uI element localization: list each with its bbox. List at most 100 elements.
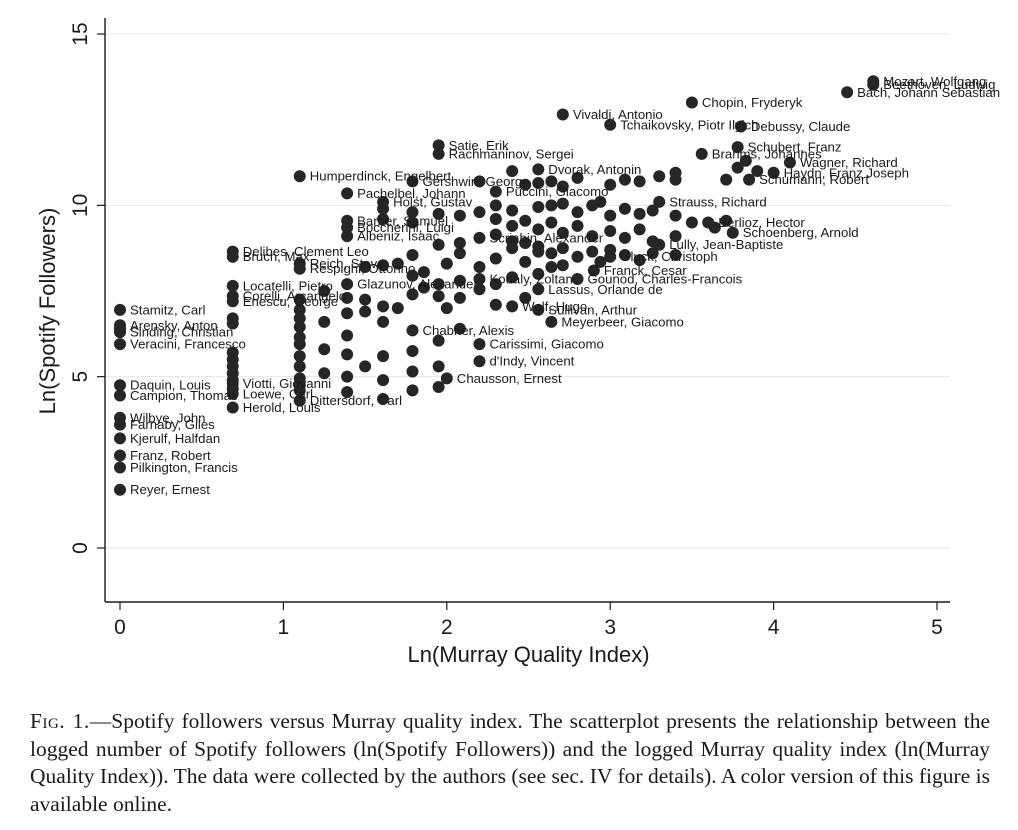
point-label: Rachmaninov, Sergei — [449, 146, 574, 161]
point-label: Lassus, Orlande de — [548, 282, 662, 297]
data-point — [489, 298, 502, 311]
data-point — [440, 302, 453, 315]
y-axis-title: Ln(Spotify Followers) — [35, 208, 60, 415]
data-point — [653, 170, 666, 183]
data-point — [489, 185, 502, 198]
data-point — [432, 360, 445, 373]
data-point — [489, 252, 502, 265]
data-point — [594, 255, 607, 268]
data-point — [556, 108, 569, 121]
point-label: Reyer, Ernest — [130, 482, 210, 497]
data-point — [532, 283, 545, 296]
data-point — [556, 180, 569, 193]
data-point — [545, 247, 558, 260]
data-point — [226, 317, 239, 330]
point-label: Arensky, Anton — [130, 318, 218, 333]
point-label: Albeniz, Isaac — [357, 229, 440, 244]
x-axis-title: Ln(Murray Quality Index) — [407, 642, 649, 667]
data-point — [406, 324, 419, 337]
data-point — [114, 389, 126, 402]
data-point — [867, 78, 880, 91]
data-point — [587, 264, 600, 277]
point-label: Kodaly, Zoltan — [489, 272, 572, 287]
data-point — [489, 278, 502, 291]
data-point — [734, 120, 747, 133]
data-point — [341, 370, 354, 383]
point-label: Gounod, Charles-Francois — [588, 272, 743, 287]
data-point — [377, 350, 390, 363]
data-point — [545, 261, 558, 274]
point-label: Schoenberg, Arnold — [743, 225, 859, 240]
scatter-chart: 0 5 10 15 0 1 2 3 4 5 Mozart, WolfgangBeethoven, … — [35, 18, 1000, 667]
data-point — [114, 379, 126, 392]
point-label: Campion, Thomas — [130, 388, 238, 403]
data-point — [506, 235, 519, 248]
data-point — [406, 344, 419, 357]
figure-number: Fig. 1. — [30, 709, 90, 733]
point-label: Brahms, Johannes — [712, 146, 822, 161]
point-label: Stamitz, Carl — [130, 302, 206, 317]
data-point — [341, 329, 354, 342]
point-label: Barber, Samuel — [357, 213, 448, 228]
data-point — [506, 204, 519, 217]
data-point — [318, 367, 331, 380]
point-label: Beethoven, Ludwig — [883, 77, 995, 92]
data-point — [432, 380, 445, 393]
data-point — [669, 249, 682, 262]
data-point — [293, 303, 306, 316]
point-label: d'Indy, Vincent — [489, 354, 574, 369]
data-point — [293, 262, 306, 275]
data-point — [545, 216, 558, 229]
point-label: Sullivan, Arthur — [548, 302, 637, 317]
data-point — [293, 379, 306, 392]
data-point — [586, 230, 599, 243]
point-label: Bach, Johann Sebastian — [857, 85, 1000, 100]
x-tick-label: 5 — [931, 616, 943, 639]
data-point — [669, 230, 682, 243]
data-point — [341, 348, 354, 361]
data-point — [571, 250, 584, 263]
point-label: Gluck, Christoph — [620, 249, 717, 264]
x-tick-label: 3 — [604, 616, 616, 639]
point-label: Humperdinck, Engelbert — [310, 169, 452, 184]
data-point — [653, 195, 666, 208]
data-point — [532, 177, 545, 190]
data-point — [406, 175, 419, 188]
data-point — [685, 216, 698, 229]
data-point — [114, 418, 126, 431]
data-point — [114, 338, 126, 351]
data-point — [377, 374, 390, 387]
data-point — [417, 266, 430, 279]
point-label: Reich, Steve — [310, 256, 385, 271]
data-point — [604, 225, 617, 238]
data-point — [473, 338, 486, 351]
data-point — [406, 206, 419, 219]
data-point — [114, 483, 126, 496]
data-point — [453, 247, 466, 260]
point-label: Strauss, Richard — [669, 194, 766, 209]
data-point — [633, 254, 646, 267]
data-point — [556, 226, 569, 239]
point-label: Haydn, Franz Joseph — [784, 165, 909, 180]
data-point — [604, 178, 617, 191]
data-point — [406, 384, 419, 397]
x-tick-label: 0 — [114, 616, 126, 639]
data-point — [114, 449, 126, 462]
data-point — [453, 291, 466, 304]
data-point — [432, 238, 445, 251]
data-point — [473, 355, 486, 368]
data-point — [506, 271, 519, 284]
data-point — [545, 199, 558, 212]
data-point — [743, 173, 756, 186]
data-point — [519, 214, 532, 227]
data-point — [114, 322, 126, 335]
data-point — [341, 307, 354, 320]
point-label: Holst, Gustav — [393, 194, 473, 209]
data-point — [604, 118, 617, 131]
gridlines — [105, 33, 950, 549]
data-point — [341, 291, 354, 304]
point-label: Pilkington, Francis — [130, 460, 238, 475]
data-point — [519, 237, 532, 250]
data-point — [751, 165, 764, 178]
point-label: Daquin, Louis — [130, 378, 211, 393]
